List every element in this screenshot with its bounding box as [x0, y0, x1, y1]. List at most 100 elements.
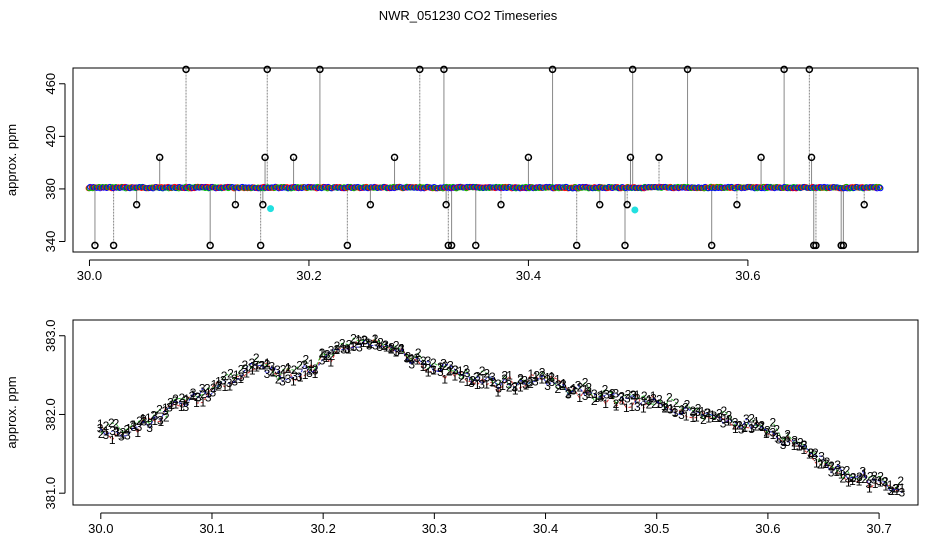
- top-y-tick-label: 460: [43, 73, 58, 95]
- top-outlier-point: [655, 153, 663, 162]
- top-outlier-point: [626, 153, 635, 162]
- series-2-marker: 2: [897, 474, 904, 488]
- series-1-marker: 1: [119, 427, 126, 441]
- series-3-marker: 3: [489, 370, 496, 384]
- series-3-marker: 3: [420, 357, 427, 371]
- series-1-marker: 1: [451, 369, 458, 383]
- series-2-marker: 2: [861, 472, 868, 486]
- top-outlier-point: [182, 65, 190, 74]
- top-outlier-point: [440, 65, 448, 74]
- series-2-marker: 2: [754, 420, 761, 434]
- series-1-marker: 1: [312, 367, 319, 381]
- series-3-marker: 3: [220, 373, 227, 387]
- series-1-marker: 1: [634, 388, 641, 402]
- series-2-marker: 2: [210, 381, 217, 395]
- series-3-marker: 3: [393, 345, 400, 359]
- series-1-marker: 1: [899, 481, 906, 495]
- top-outlier-point: [316, 65, 324, 74]
- series-3-marker: 3: [162, 404, 169, 418]
- series-3-marker: 3: [752, 417, 759, 431]
- series-1-marker: 1: [193, 396, 200, 410]
- series-2-marker: 2: [721, 404, 728, 418]
- series-2-marker: 2: [678, 403, 685, 417]
- series-3-marker: 3: [269, 360, 276, 374]
- series-2-marker: 2: [183, 393, 190, 407]
- series-2-marker: 2: [780, 434, 787, 448]
- series-2-marker: 2: [459, 372, 466, 386]
- top-baseline-point: [420, 184, 427, 191]
- series-2-marker: 2: [758, 418, 765, 432]
- series-2-line: [100, 337, 902, 492]
- series-1-marker: 1: [211, 378, 218, 392]
- series-1-marker: 1: [716, 411, 723, 425]
- series-1-marker: 1: [693, 411, 700, 425]
- top-baseline-point: [688, 184, 695, 192]
- top-baseline-point: [529, 184, 536, 191]
- series-1-marker: 1: [249, 363, 256, 377]
- series-1-marker: 1: [806, 448, 813, 462]
- series-3-marker: 3: [769, 426, 776, 440]
- series-1-marker: 1: [134, 426, 141, 440]
- series-1-marker: 1: [753, 415, 760, 429]
- series-3-marker: 3: [279, 375, 286, 389]
- series-2-marker: 2: [479, 364, 486, 378]
- top-baseline-point: [734, 184, 741, 191]
- series-3-marker: 3: [334, 343, 341, 357]
- series-3-marker: 3: [818, 449, 825, 463]
- series-1-marker: 1: [598, 388, 605, 402]
- series-3-marker: 3: [291, 369, 298, 383]
- series-2-marker: 2: [150, 408, 157, 422]
- top-outlier-point: [289, 153, 298, 162]
- series-3-marker: 3: [544, 379, 551, 393]
- series-1-marker: 1: [190, 388, 197, 402]
- series-3-marker: 3: [834, 458, 841, 472]
- series-2-marker: 2: [591, 394, 598, 408]
- series-1-marker: 1: [399, 342, 406, 356]
- series-1-marker: 1: [392, 346, 399, 360]
- series-1-marker: 1: [499, 379, 506, 393]
- series-1-marker: 1: [833, 465, 840, 479]
- top-baseline-point: [820, 184, 827, 191]
- series-2-marker: 2: [501, 369, 508, 383]
- top-baseline-point: [764, 184, 771, 192]
- top-baseline-point: [876, 184, 883, 191]
- series-1-marker: 1: [661, 399, 668, 413]
- series-2-marker: 2: [178, 391, 185, 405]
- series-3-marker: 3: [875, 474, 882, 488]
- series-2-marker: 2: [690, 404, 697, 418]
- series-1-marker: 1: [690, 411, 697, 425]
- top-baseline-point: [314, 183, 321, 191]
- series-2-marker: 2: [319, 346, 326, 360]
- series-1-marker: 1: [565, 384, 572, 398]
- top-baseline-point: [165, 185, 172, 192]
- top-special-point: [631, 206, 639, 214]
- series-3-marker: 3: [738, 422, 745, 436]
- series-2-marker: 2: [227, 366, 234, 380]
- series-2-marker: 2: [613, 397, 620, 411]
- series-2-marker: 2: [763, 426, 770, 440]
- series-1-marker: 1: [828, 460, 835, 474]
- series-3-marker: 3: [124, 428, 131, 442]
- series-1-marker: 1: [297, 370, 304, 384]
- series-3-marker: 3: [183, 400, 190, 414]
- series-2-marker: 2: [684, 398, 691, 412]
- series-3-marker: 3: [899, 486, 906, 500]
- series-3-marker: 3: [650, 392, 657, 406]
- series-3-marker: 3: [716, 411, 723, 425]
- series-3-marker: 3: [324, 347, 331, 361]
- series-3-marker: 3: [634, 400, 641, 414]
- series-2-marker: 2: [200, 387, 207, 401]
- series-3-marker: 3: [440, 357, 447, 371]
- series-2-marker: 2: [521, 373, 528, 387]
- series-1-marker: 1: [253, 361, 260, 375]
- series-1-marker: 1: [474, 378, 481, 392]
- series-3-marker: 3: [356, 340, 363, 354]
- series-2-marker: 2: [656, 393, 663, 407]
- top-outlier-point: [231, 200, 240, 209]
- bottom-x-tick-label: 30.0: [88, 521, 113, 536]
- series-3-marker: 3: [807, 446, 814, 460]
- series-2-marker: 2: [108, 416, 115, 430]
- top-baseline-point: [340, 184, 348, 191]
- series-3-marker: 3: [151, 409, 158, 423]
- top-baseline-point: [248, 184, 255, 192]
